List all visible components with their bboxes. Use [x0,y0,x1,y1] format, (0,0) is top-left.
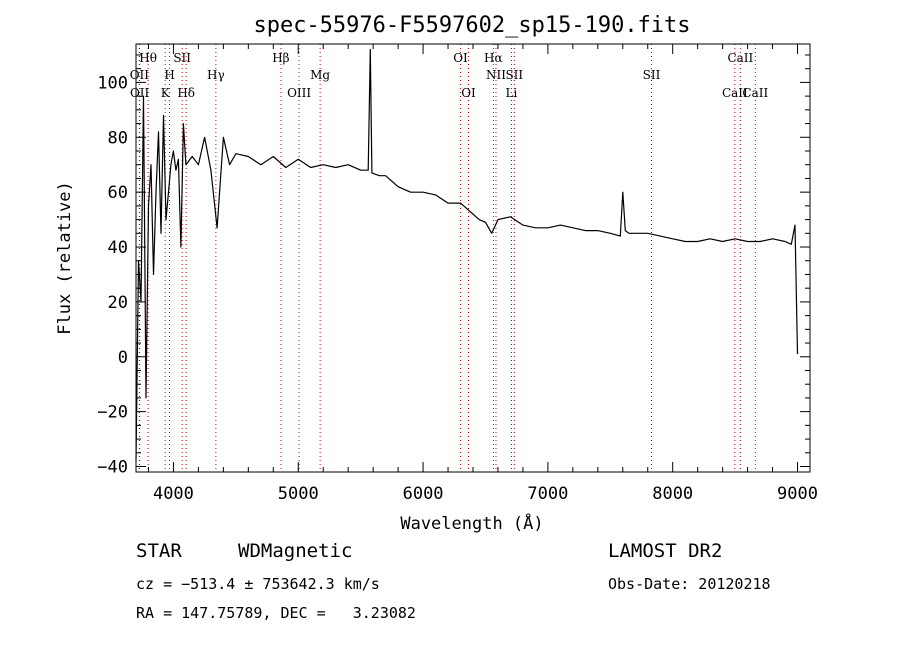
object-subclass: WDMagnetic [238,540,353,562]
y-tick-label: 80 [108,128,128,148]
y-tick-label: −40 [97,458,128,478]
spectral-line-label: Li [506,86,518,100]
spectral-line-label: H [164,68,174,82]
y-tick-label: 0 [118,348,128,368]
x-tick-label: 9000 [777,484,818,504]
spectral-line-label: SII [505,68,523,82]
flux-series-line [135,48,799,462]
object-class: STAR [136,540,182,562]
series-layer [135,48,799,462]
y-tick-label: 60 [108,183,128,203]
redshift-cz: cz = −513.4 ± 753642.3 km/s [136,575,380,593]
spectral-line-markers [138,44,756,472]
spectral-line-label: OII [130,68,150,82]
spectral-line-label: SII [643,68,661,82]
spectral-line-label: SII [173,51,191,65]
spectral-line-label: K [161,86,171,100]
x-tick-label: 6000 [403,484,444,504]
plot-frame [135,43,811,473]
spectral-line-label: Mg [310,68,330,82]
spectral-line-label: Hα [484,51,503,65]
y-tick-label: 100 [97,73,128,93]
spectral-line-label: OII [130,86,150,100]
x-tick-label: 7000 [527,484,568,504]
spectral-line-label: Hδ [177,86,195,100]
y-axis-label: Flux (relative) [55,181,75,335]
spectral-line-label: CaII [742,86,768,100]
x-tick-label: 8000 [652,484,693,504]
ra-dec: RA = 147.75789, DEC = 3.23082 [136,604,416,622]
spectral-line-label: Hθ [139,51,157,65]
spectral-line-label: OI [461,86,476,100]
y-tick-label: 20 [108,293,128,313]
y-tick-label: 40 [108,238,128,258]
spectral-line-label: Hγ [207,68,225,82]
chart-title: spec-55976-F5597602_sp15-190.fits [253,13,690,38]
x-tick-label: 5000 [278,484,319,504]
y-tick-label: −20 [97,403,128,423]
spectral-line-label: NII [486,68,506,82]
spectral-line-label: CaII [727,51,753,65]
spectral-line-label: CaII [722,86,748,100]
spectral-line-label: Hβ [272,51,289,65]
survey-name: LAMOST DR2 [608,540,723,562]
x-tick-label: 4000 [153,484,194,504]
spectral-line-label: OI [453,51,468,65]
axis-ticks: 4000 5000 6000 7000 8000 9000 −40 −20 0 20 40 60 80 1… [97,44,818,504]
spectral-line-label: OIII [287,86,311,100]
x-axis-label: Wavelength (Å) [400,512,543,534]
observation-date: Obs-Date: 20120218 [608,575,771,593]
